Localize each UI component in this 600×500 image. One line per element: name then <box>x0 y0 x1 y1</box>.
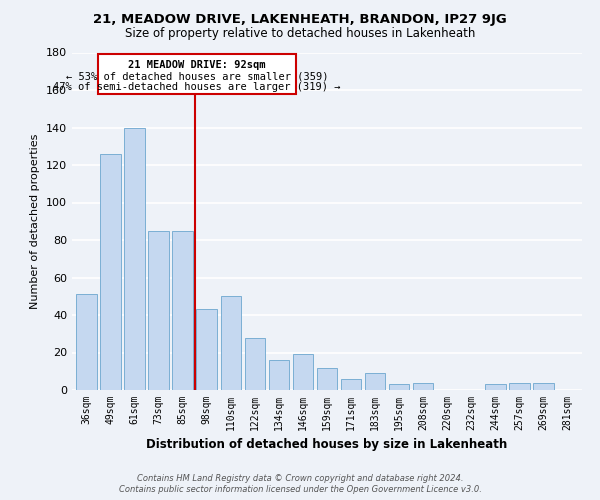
Bar <box>365 373 385 390</box>
Bar <box>341 379 361 390</box>
Text: 21, MEADOW DRIVE, LAKENHEATH, BRANDON, IP27 9JG: 21, MEADOW DRIVE, LAKENHEATH, BRANDON, I… <box>93 12 507 26</box>
Bar <box>413 382 433 390</box>
Bar <box>100 154 121 390</box>
Bar <box>172 230 193 390</box>
Bar <box>509 382 530 390</box>
Bar <box>485 384 506 390</box>
Bar <box>245 338 265 390</box>
Text: Size of property relative to detached houses in Lakenheath: Size of property relative to detached ho… <box>125 28 475 40</box>
Text: Contains HM Land Registry data © Crown copyright and database right 2024.
Contai: Contains HM Land Registry data © Crown c… <box>119 474 481 494</box>
Bar <box>293 354 313 390</box>
Bar <box>317 368 337 390</box>
Bar <box>533 382 554 390</box>
Bar <box>269 360 289 390</box>
X-axis label: Distribution of detached houses by size in Lakenheath: Distribution of detached houses by size … <box>146 438 508 452</box>
Bar <box>148 230 169 390</box>
Bar <box>98 54 296 94</box>
Text: ← 53% of detached houses are smaller (359): ← 53% of detached houses are smaller (35… <box>66 71 328 81</box>
Bar <box>389 384 409 390</box>
Bar <box>76 294 97 390</box>
Bar <box>221 296 241 390</box>
Y-axis label: Number of detached properties: Number of detached properties <box>31 134 40 309</box>
Bar <box>196 310 217 390</box>
Bar <box>124 128 145 390</box>
Text: 21 MEADOW DRIVE: 92sqm: 21 MEADOW DRIVE: 92sqm <box>128 60 266 70</box>
Text: 47% of semi-detached houses are larger (319) →: 47% of semi-detached houses are larger (… <box>53 82 341 92</box>
